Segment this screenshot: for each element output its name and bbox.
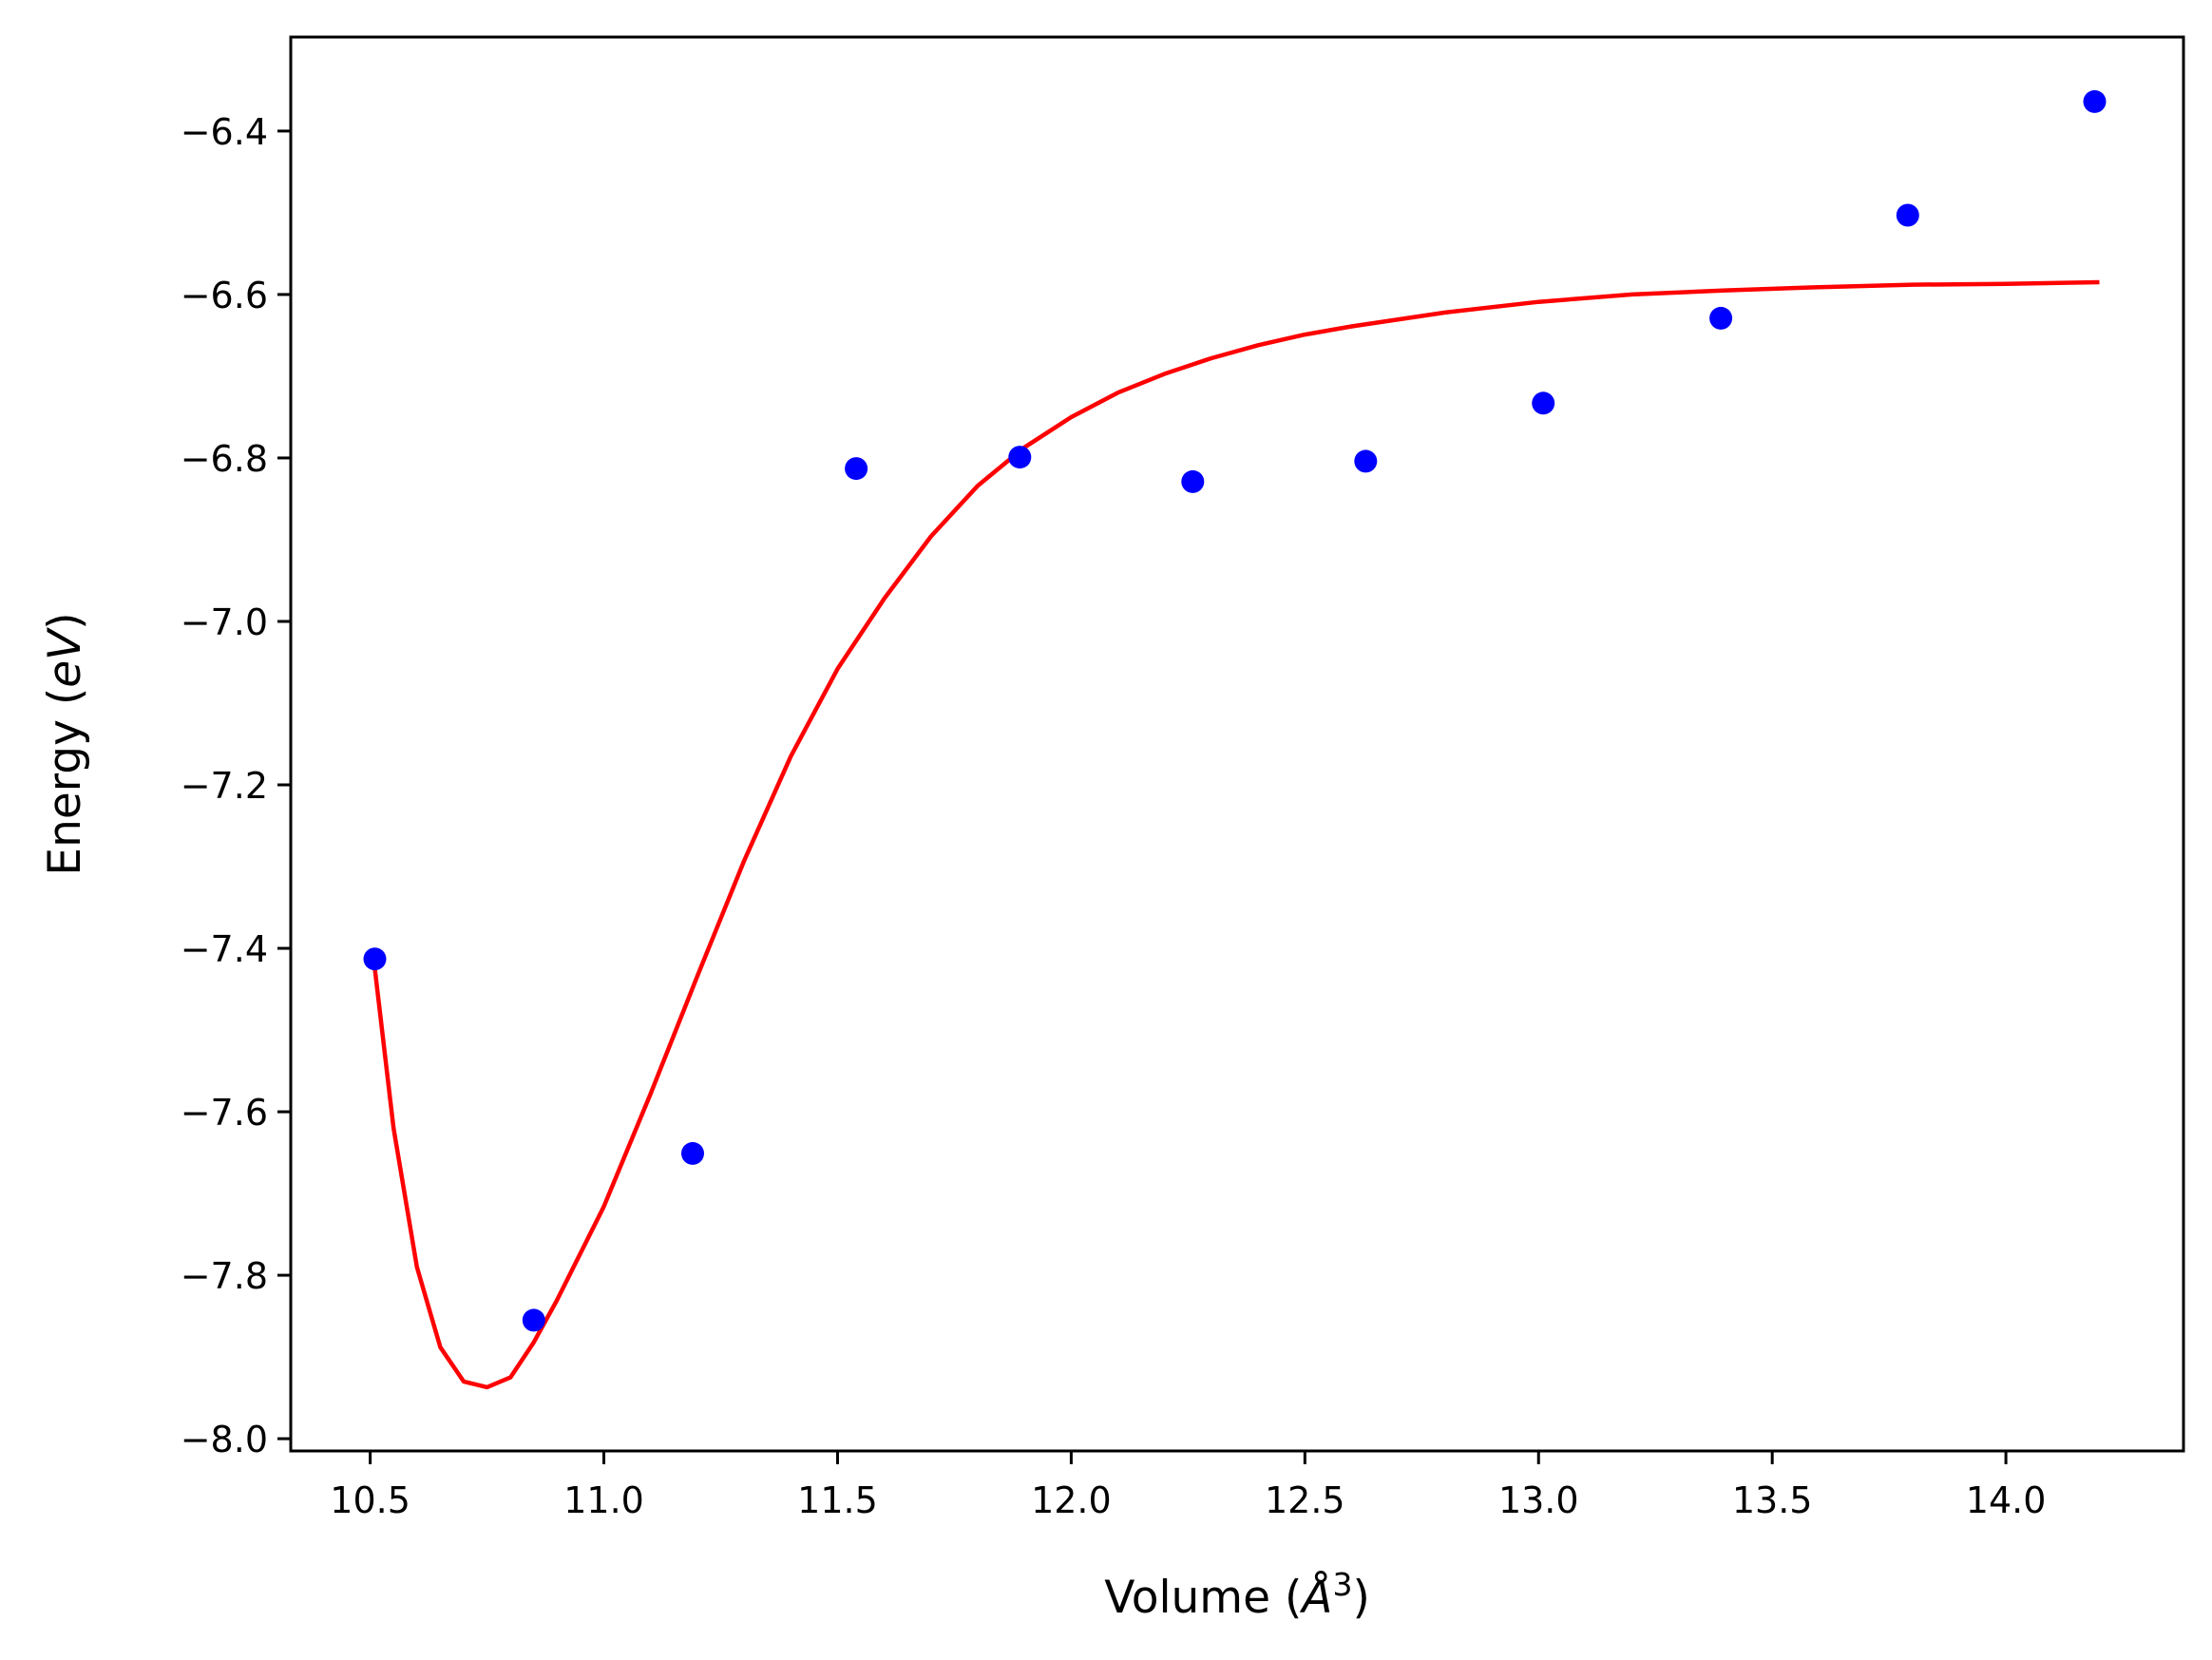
fit-curve <box>372 279 2100 1390</box>
data-point <box>1896 203 1919 227</box>
y-axis: −8.0 −7.8 −7.6 −7.4 −7.2 −7.0 −6.8 −6.6 −6.4 <box>181 111 291 1460</box>
data-point <box>1008 446 1032 469</box>
x-tick-label: 11.0 <box>563 1479 644 1521</box>
y-tick-label: −6.4 <box>181 111 268 153</box>
x-axis-label-text: Volume <box>1104 1572 1270 1624</box>
x-tick-label: 12.0 <box>1031 1479 1112 1521</box>
data-point <box>522 1308 545 1332</box>
data-point <box>845 457 868 481</box>
y-tick-label: −7.6 <box>181 1092 268 1134</box>
data-point <box>363 947 387 971</box>
y-tick-label: −7.0 <box>181 601 268 643</box>
y-tick-label: −7.2 <box>181 765 268 807</box>
data-point <box>1709 306 1733 330</box>
data-point <box>1354 449 1378 473</box>
x-tick-label: 14.0 <box>1966 1479 2047 1521</box>
x-axis: 10.5 11.0 11.5 12.0 12.5 13.0 13.5 14.0 <box>330 1451 2046 1521</box>
x-tick-label: 13.0 <box>1498 1479 1579 1521</box>
x-tick-label: 10.5 <box>330 1479 410 1521</box>
x-tick-label: 12.5 <box>1265 1479 1345 1521</box>
y-axis-unit: eV <box>39 627 91 688</box>
y-tick-label: −7.4 <box>181 928 268 970</box>
y-axis-label: Energy (eV) <box>39 612 91 875</box>
data-point <box>1532 391 1555 415</box>
x-tick-label: 13.5 <box>1732 1479 1813 1521</box>
x-axis-unit-exponent: 3 <box>1332 1566 1352 1603</box>
plot-area <box>363 89 2107 1390</box>
y-tick-label: −6.6 <box>181 275 268 316</box>
plot-frame <box>289 35 2185 1453</box>
y-tick-label: −6.8 <box>181 438 268 480</box>
y-axis-label-text: Energy <box>39 719 91 876</box>
y-tick-label: −7.8 <box>181 1255 268 1297</box>
x-axis-label: Volume (Å3) <box>1104 1566 1370 1624</box>
data-point <box>1181 469 1205 493</box>
data-point <box>681 1141 704 1165</box>
y-tick-label: −8.0 <box>181 1419 268 1460</box>
x-tick-label: 11.5 <box>797 1479 878 1521</box>
x-axis-unit: Å <box>1299 1572 1332 1624</box>
data-point <box>2083 89 2107 113</box>
